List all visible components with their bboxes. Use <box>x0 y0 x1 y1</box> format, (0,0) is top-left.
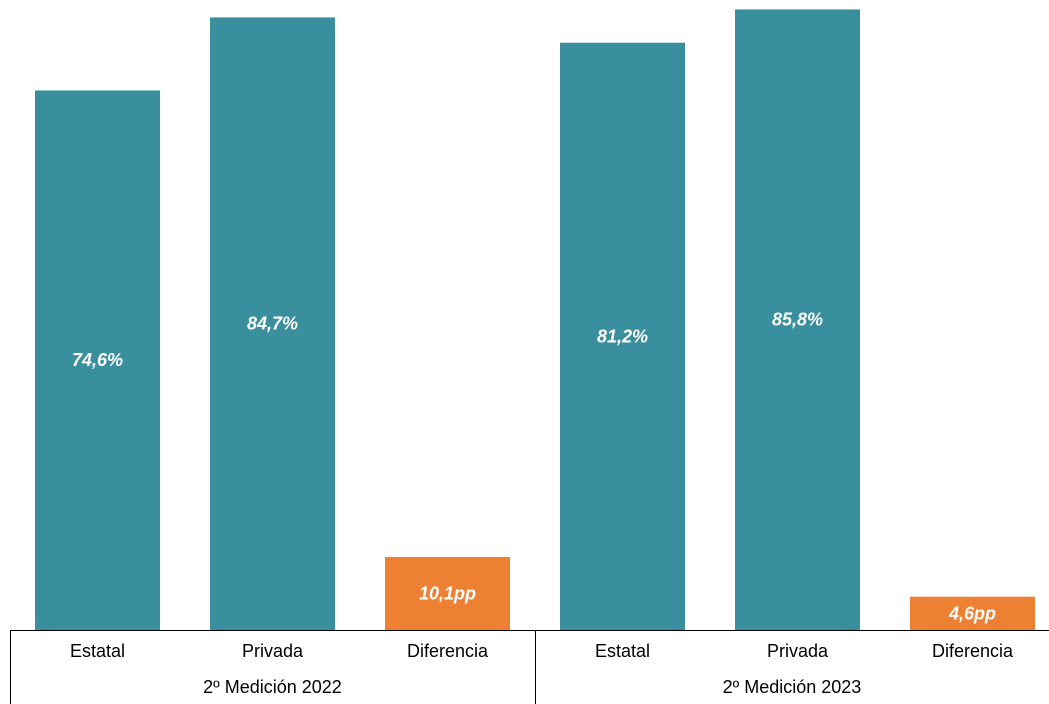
data-label-privada-2: 85,8% <box>772 310 823 330</box>
bar-estatal-1 <box>35 90 160 630</box>
bar-privada-1 <box>210 17 335 630</box>
labels-layer: 74,6% Estatal 84,7% Privada 10,1pp Diferencia… <box>70 310 1014 697</box>
bar-diferencia-2 <box>910 596 1035 630</box>
bar-privada-2 <box>735 9 860 630</box>
group-label-1: 2º Medición 2022 <box>203 677 342 697</box>
data-label-privada-1: 84,7% <box>247 314 298 334</box>
category-label-diferencia-2: Diferencia <box>932 641 1014 661</box>
bar-diferencia-1 <box>385 556 510 630</box>
data-label-estatal-2: 81,2% <box>597 326 648 346</box>
category-label-estatal-2: Estatal <box>595 641 650 661</box>
bars-layer <box>35 9 1035 630</box>
data-label-diferencia-1: 10,1pp <box>419 583 476 603</box>
x-axis <box>10 630 1049 704</box>
category-label-privada-2: Privada <box>767 641 829 661</box>
category-label-privada-1: Privada <box>242 641 304 661</box>
category-label-diferencia-1: Diferencia <box>407 641 489 661</box>
data-label-estatal-1: 74,6% <box>72 350 123 370</box>
bar-estatal-2 <box>560 42 685 630</box>
data-label-diferencia-2: 4,6pp <box>948 603 996 623</box>
category-label-estatal-1: Estatal <box>70 641 125 661</box>
group-label-2: 2º Medición 2023 <box>723 677 862 697</box>
